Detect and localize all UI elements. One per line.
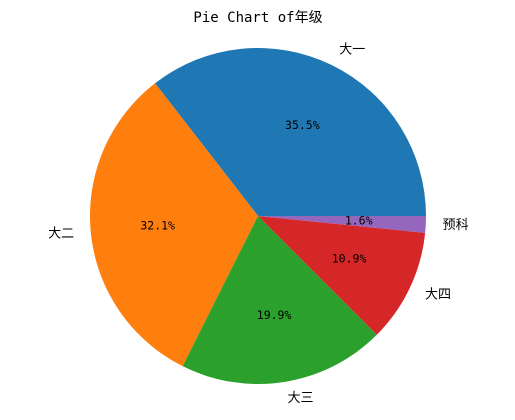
slice-percent-label-4: 10.9% — [332, 252, 367, 266]
slice-percent-label-2: 32.1% — [140, 218, 175, 232]
slice-category-label-1: 大一 — [339, 43, 365, 58]
chart-title: Pie Chart of年级 — [193, 10, 322, 26]
pie-slice-3 — [182, 216, 377, 385]
slice-category-label-5: 预科 — [443, 218, 469, 233]
pie-slice-1 — [155, 47, 426, 217]
pie-slices — [89, 47, 426, 385]
slice-percent-label-3: 19.9% — [257, 308, 292, 322]
pie-slice-2 — [89, 83, 258, 367]
pie-labels: 大一 35.5% 大二 32.1% 大三 19.9% 大四 10.9% 预科 1.6% — [48, 43, 469, 406]
slice-category-label-3: 大三 — [287, 391, 313, 406]
slice-category-label-2: 大二 — [48, 226, 74, 241]
slice-category-label-4: 大四 — [425, 288, 451, 303]
pie-slice-5 — [258, 216, 426, 233]
pie-slice-4 — [258, 216, 426, 335]
slice-percent-label-1: 35.5% — [285, 118, 320, 132]
slice-percent-label-5: 1.6% — [345, 214, 373, 228]
